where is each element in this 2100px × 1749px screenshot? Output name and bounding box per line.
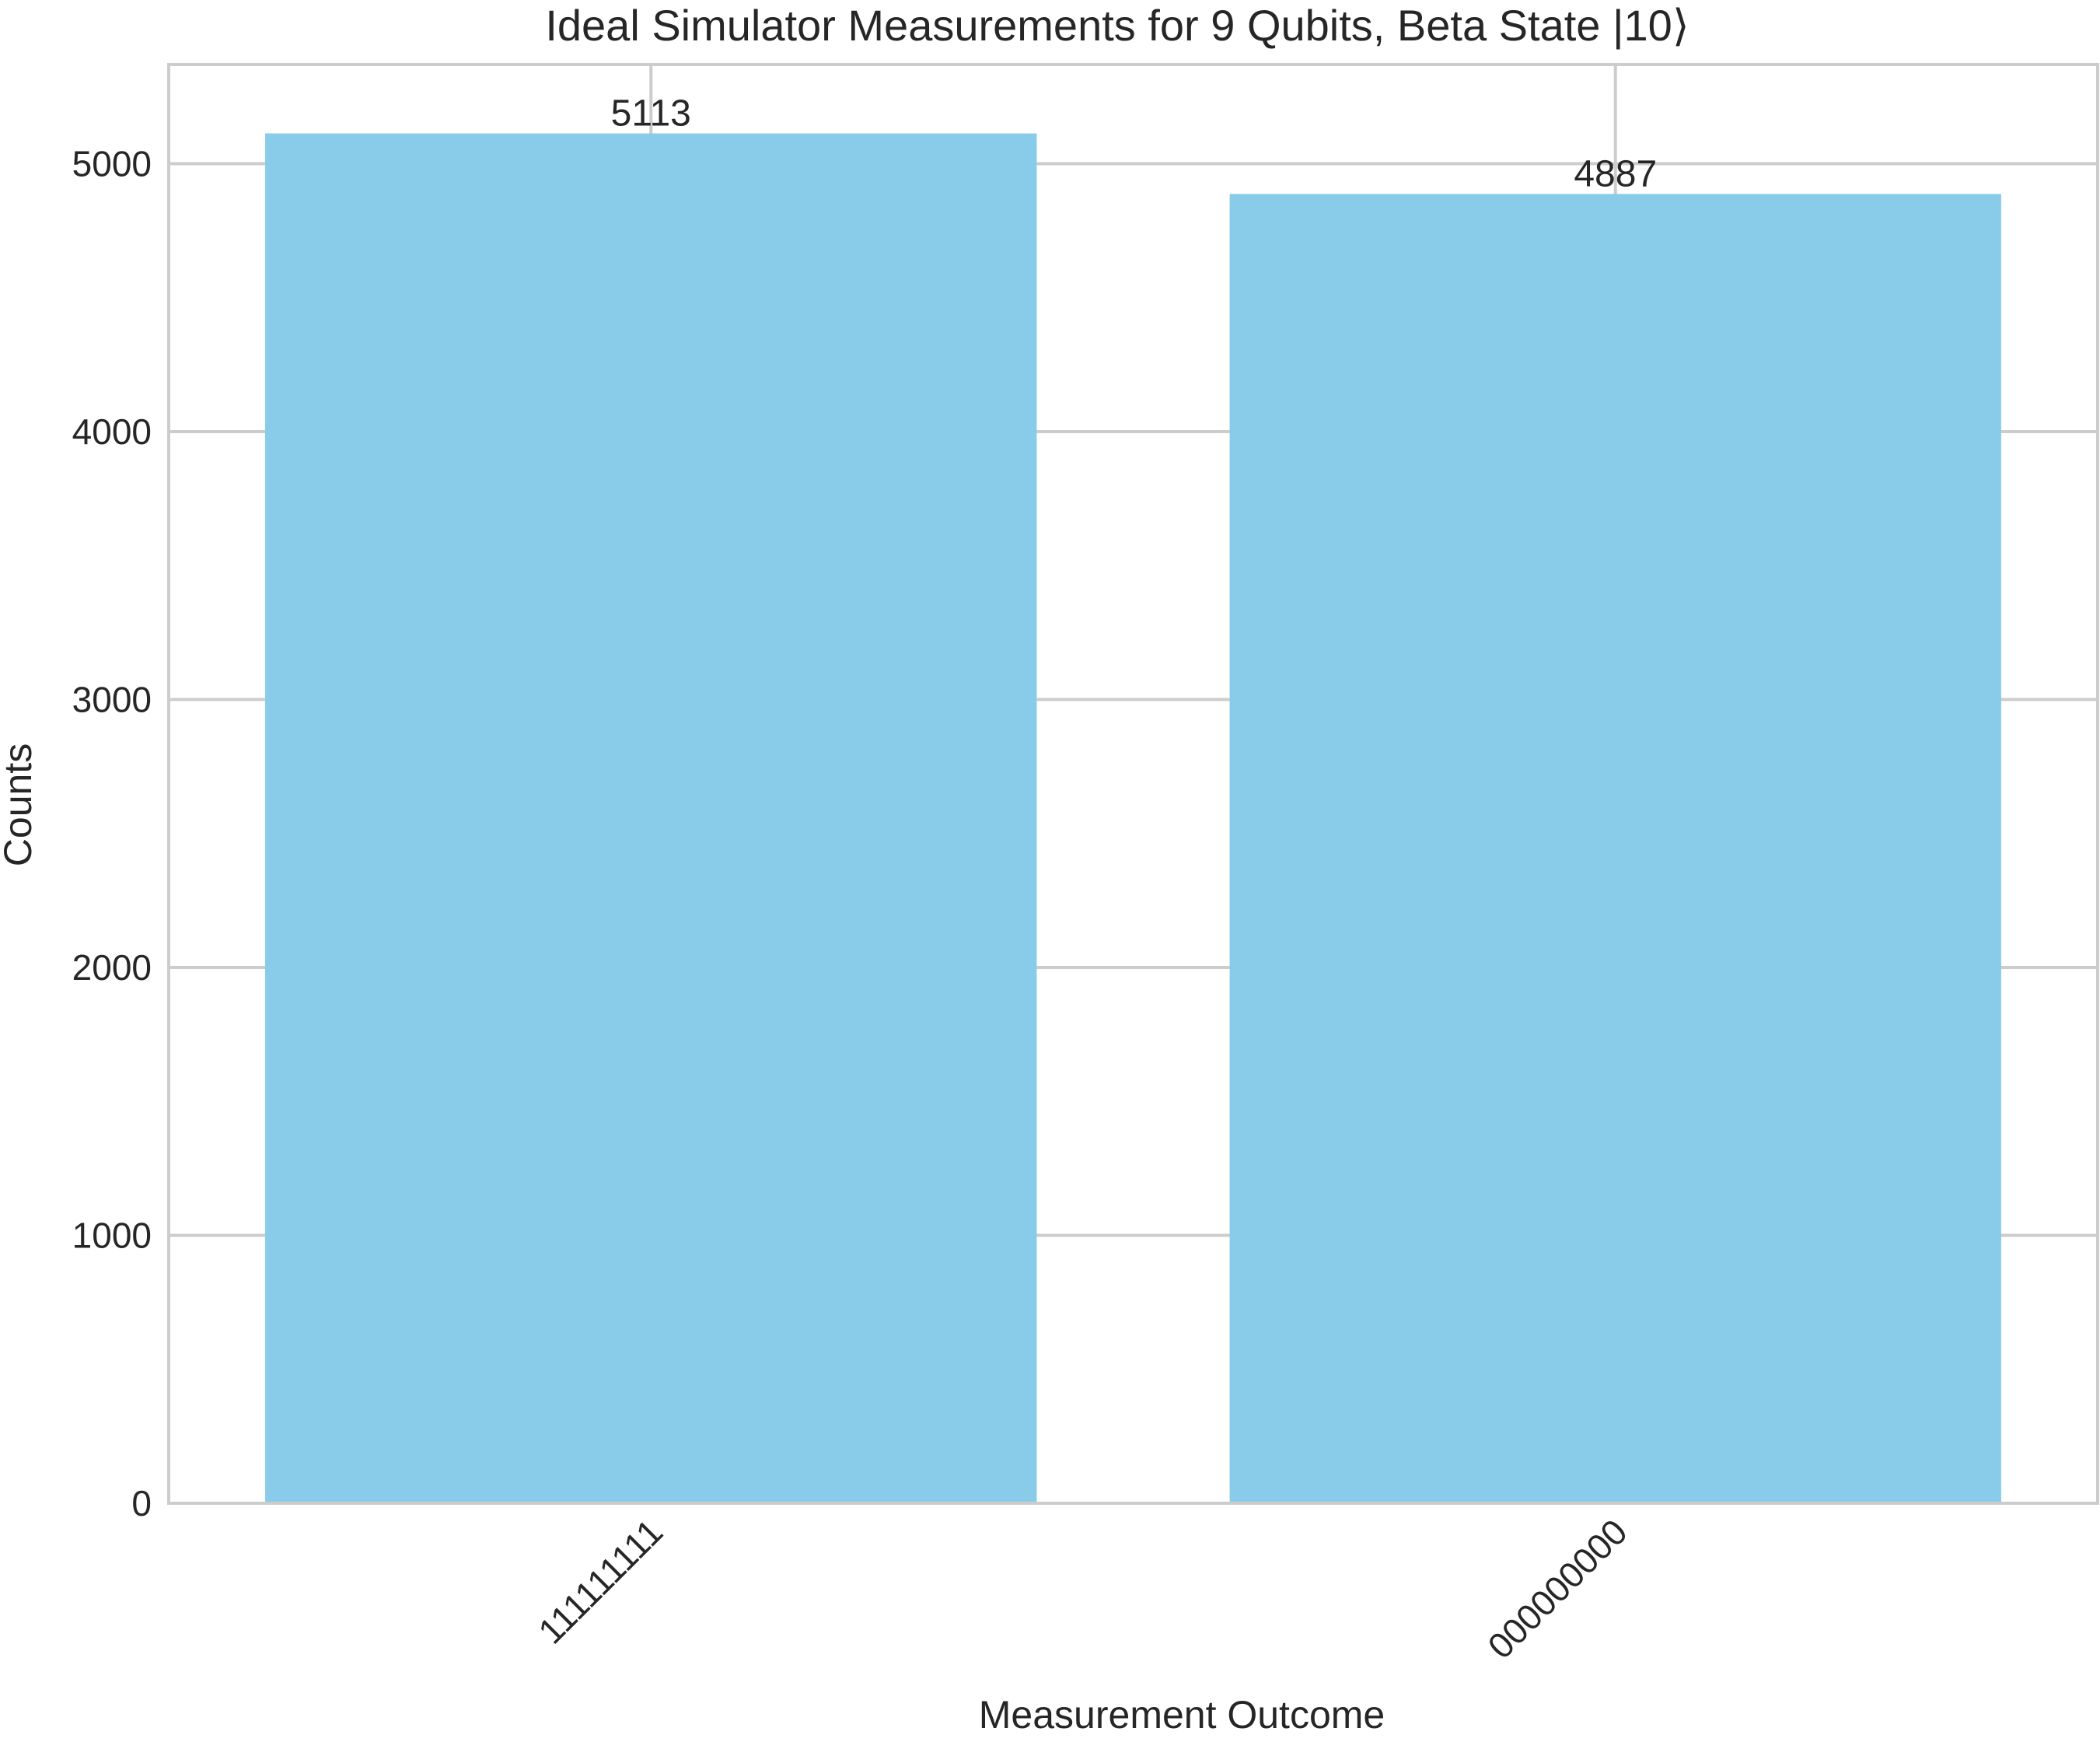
- y-tick-label: 4000: [72, 411, 152, 452]
- data-label: 4887: [1574, 153, 1657, 194]
- y-tick-label: 2000: [72, 947, 152, 988]
- y-axis-label: Counts: [0, 743, 40, 866]
- bar: [1229, 194, 2001, 1504]
- y-tick-label: 5000: [72, 143, 152, 184]
- x-tick-labels: 111111111 000000000: [530, 1511, 1635, 1667]
- x-axis-label: Measurement Outcome: [979, 1693, 1385, 1737]
- chart-title: Ideal Simulator Measurements for 9 Qubit…: [545, 1, 1689, 50]
- data-labels: 5113 4887: [611, 93, 1658, 195]
- data-label: 5113: [611, 93, 691, 135]
- y-tick-labels: 0 1000 2000 3000 4000 5000: [72, 143, 152, 1523]
- y-tick-label: 0: [131, 1483, 152, 1523]
- x-tick-label: 000000000: [1480, 1511, 1635, 1667]
- bars: [265, 133, 2001, 1504]
- y-tick-label: 3000: [72, 679, 152, 719]
- x-tick-label: 111111111: [530, 1511, 670, 1651]
- y-tick-label: 1000: [72, 1215, 152, 1255]
- plot-frame: [167, 63, 2099, 1505]
- bar: [265, 133, 1037, 1503]
